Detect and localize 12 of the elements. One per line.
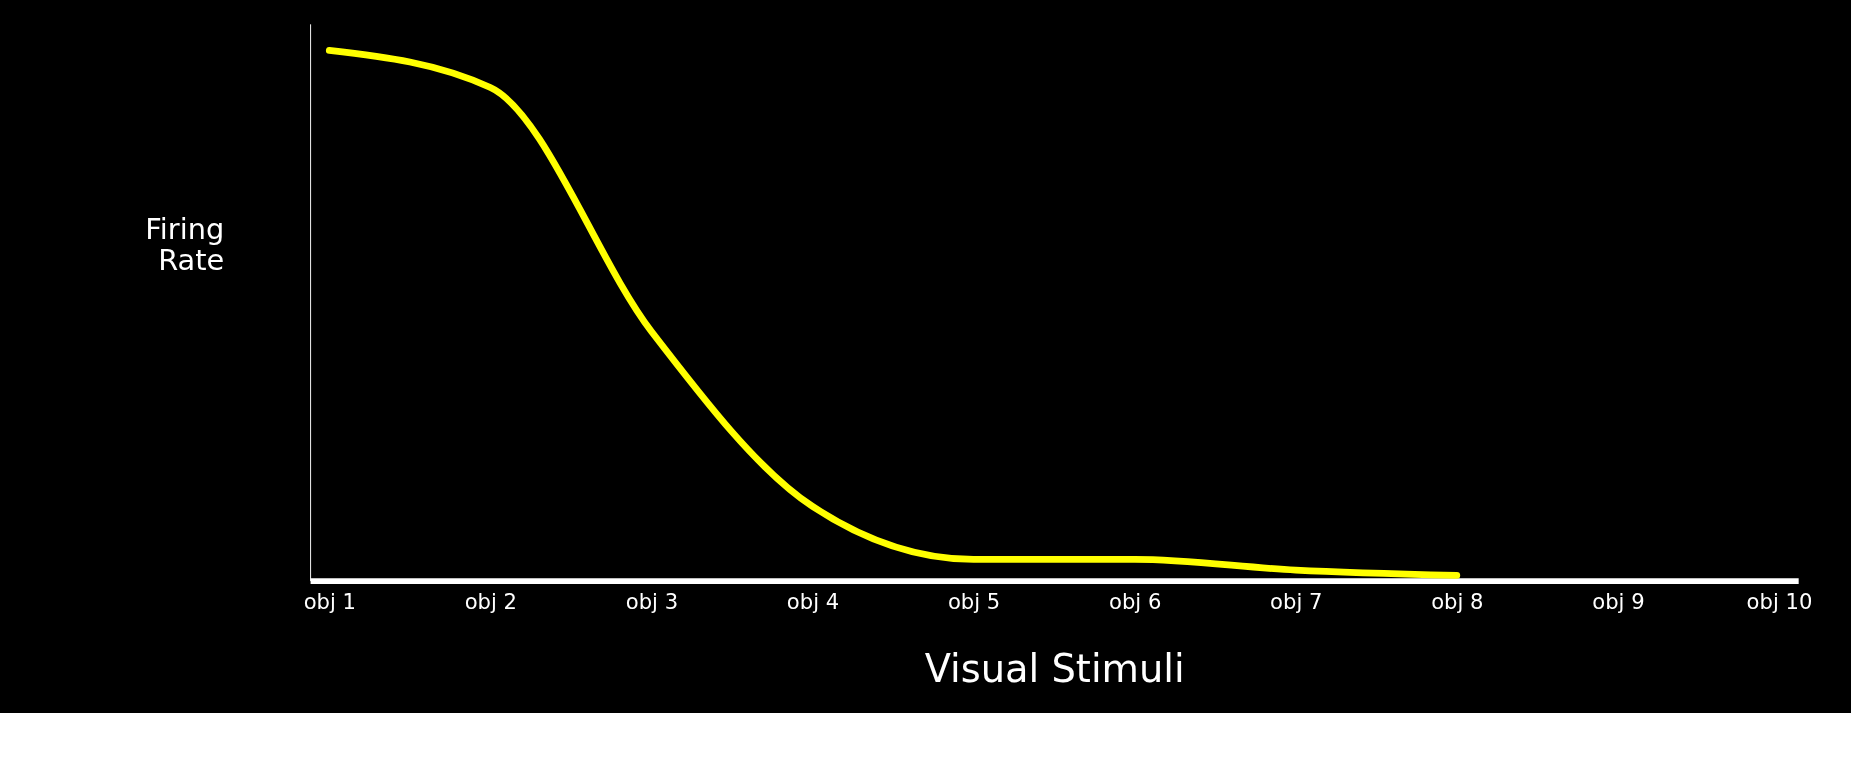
x-tick-label: obj 7	[1270, 589, 1323, 614]
x-tick-label: obj 1	[303, 589, 356, 614]
y-axis-title: Firing Rate	[145, 212, 225, 278]
x-tick-label: obj 9	[1592, 589, 1645, 614]
x-axis-title: Visual Stimuli	[924, 645, 1185, 691]
x-tick-label: obj 2	[464, 589, 518, 614]
x-tick-label: obj 6	[1109, 589, 1162, 614]
x-tick-label: obj 3	[625, 589, 679, 614]
x-tick-label: obj 8	[1431, 589, 1484, 614]
x-tick-label: obj 4	[786, 589, 840, 614]
x-tick-label: obj 10	[1746, 589, 1813, 614]
x-tick-label: obj 5	[947, 589, 1001, 614]
